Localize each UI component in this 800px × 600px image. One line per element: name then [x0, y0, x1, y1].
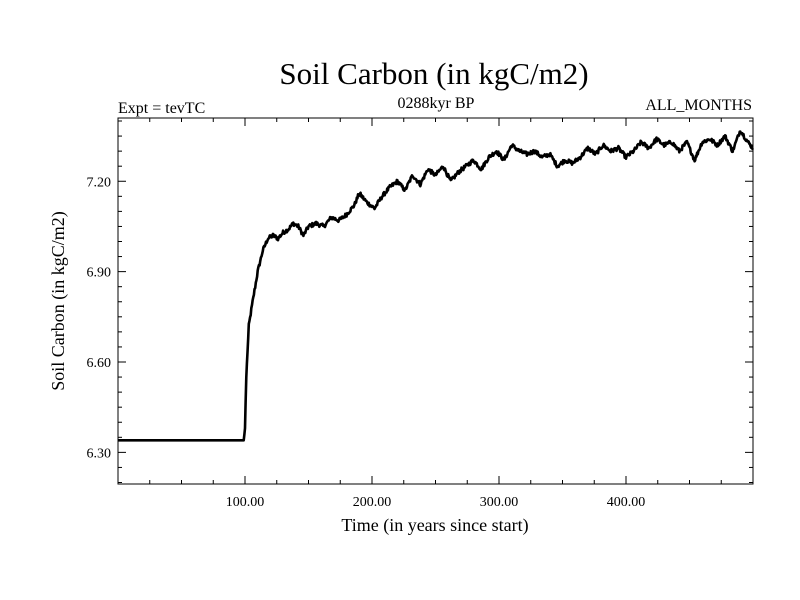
y-tick-labels: 6.30 6.60 6.90 7.20: [87, 175, 112, 461]
subtitle-right: ALL_MONTHS: [645, 97, 752, 114]
series-line-soil-carbon: [117, 130, 754, 442]
x-tick-label: 100.00: [226, 495, 265, 510]
x-axis-label: Time (in years since start): [341, 515, 528, 536]
y-axis-label: Soil Carbon (in kgC/m2): [48, 211, 69, 391]
x-tick-labels: 100.00 200.00 300.00 400.00: [226, 495, 646, 510]
y-tick-label: 6.90: [87, 266, 112, 281]
axis-ticks: [118, 118, 753, 484]
y-tick-label: 6.30: [87, 446, 112, 461]
x-tick-label: 300.00: [480, 495, 519, 510]
plot-frame: [117, 117, 754, 485]
x-tick-label: 200.00: [353, 495, 392, 510]
y-tick-label: 6.60: [87, 356, 112, 371]
subtitle-center: 0288kyr BP: [398, 95, 475, 112]
y-tick-label: 7.20: [87, 175, 112, 190]
subtitle-left: Expt = tevTC: [118, 100, 205, 117]
x-tick-label: 400.00: [607, 495, 646, 510]
chart-title: Soil Carbon (in kgC/m2): [279, 56, 588, 91]
